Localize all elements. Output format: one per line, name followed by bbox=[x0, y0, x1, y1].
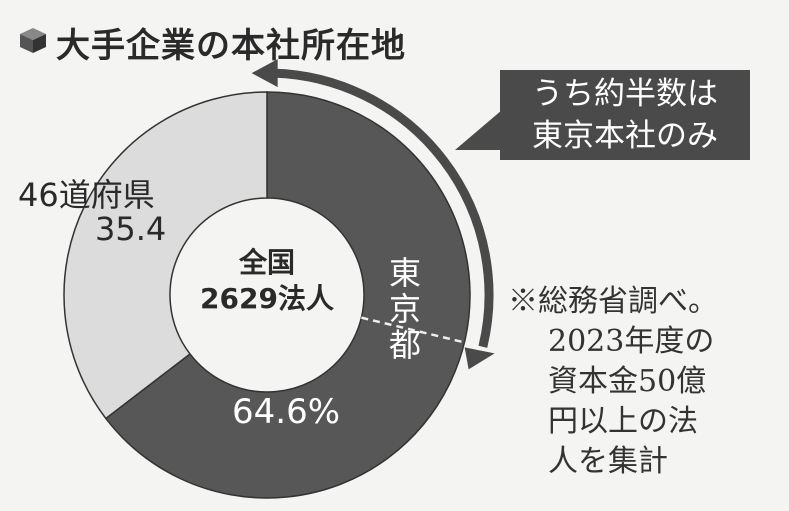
callout-box: うち約半数は 東京本社のみ bbox=[500, 70, 750, 160]
note-line: 資本金50億 bbox=[548, 364, 707, 399]
chart-title: 大手企業の本社所在地 bbox=[56, 26, 406, 66]
source-note: ※総務省調べ。 2023年度の 資本金50億 円以上の法 人を集計 bbox=[508, 282, 718, 482]
note-line: 2023年度の bbox=[548, 324, 715, 359]
note-line: ※総務省調べ。 bbox=[508, 284, 718, 319]
value-label-other: 35.4 bbox=[95, 210, 167, 248]
callout-line2: 東京本社のみ bbox=[532, 118, 718, 154]
note-line: 円以上の法 bbox=[548, 404, 698, 439]
note-line: 人を集計 bbox=[548, 444, 668, 479]
callout-line1: うち約半数は bbox=[532, 76, 718, 112]
arrow-head-bottom bbox=[464, 347, 495, 370]
donut-slice-0 bbox=[104, 91, 471, 499]
callout-pointer bbox=[455, 110, 502, 150]
half-divider-line bbox=[361, 316, 465, 344]
arrow-arc bbox=[273, 68, 494, 348]
slice-label-tokyo: 東京都 bbox=[388, 254, 421, 364]
donut-slice-1 bbox=[63, 91, 268, 420]
slice-label-other: 46道府県 bbox=[18, 176, 155, 214]
center-label-line1: 全国 bbox=[238, 246, 295, 279]
center-label-line2: 2629法人 bbox=[200, 282, 334, 315]
center-label: 全国 2629法人 bbox=[170, 245, 364, 317]
value-label-tokyo: 64.6% bbox=[232, 392, 341, 432]
arrow-head-top bbox=[251, 59, 278, 88]
cube-icon bbox=[20, 28, 46, 53]
